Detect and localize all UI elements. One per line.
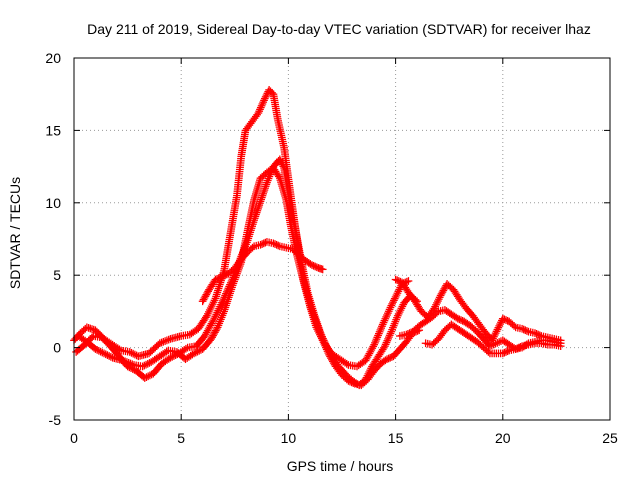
series-1-point-10-3: [149, 345, 158, 353]
x-tick-label-5: 25: [602, 430, 618, 446]
series-4-point-7-4: [242, 249, 251, 258]
series-1-point-4-2: [94, 329, 103, 337]
x-tick-label-0: 0: [70, 430, 78, 446]
series-2-point-2-4: [86, 335, 95, 343]
series-1: [70, 86, 413, 371]
chart-title: Day 211 of 2019, Sidereal Day-to-day VTE…: [87, 21, 591, 37]
plot-frame: [73, 57, 611, 421]
series-2-point-4-3: [102, 337, 111, 346]
grid-layer: [74, 58, 610, 420]
x-tick-label-3: 15: [388, 430, 404, 446]
y-axis-label: SDTVAR / TECUs: [7, 177, 23, 289]
series-layer: [70, 86, 565, 390]
series-1-point-26: [265, 86, 273, 94]
series-1-point-4-1: [93, 327, 101, 336]
y-tick-label-0: -5: [49, 412, 62, 428]
series-1-point-10-5: [152, 342, 161, 351]
y-tick-label-5: 20: [45, 50, 61, 66]
y-tick-label-3: 10: [45, 195, 61, 211]
series-7: [421, 320, 565, 358]
y-tick-label-1: 0: [53, 340, 61, 356]
x-tick-label-2: 10: [281, 430, 297, 446]
x-tick-label-1: 5: [177, 430, 185, 446]
series-2-point-4-4: [103, 339, 112, 348]
series-1-point-26-1: [266, 87, 275, 96]
axis-layer: [73, 57, 611, 421]
x-tick-label-4: 20: [495, 430, 511, 446]
series-4-point-20: [318, 265, 327, 274]
series-1-point-10-2: [148, 346, 156, 355]
x-axis-label: GPS time / hours: [287, 458, 394, 474]
series-7-point-21: [556, 342, 565, 351]
y-tick-label-2: 5: [53, 267, 61, 283]
series-1-point-46: [404, 277, 413, 285]
series-2-point-4-1: [99, 335, 108, 343]
tick-label-layer: 0 5 10 15 20 25 -5 0 5 10 15 20: [45, 50, 618, 446]
series-2-point-4: [98, 333, 106, 342]
series-2-point-2-5: [88, 333, 96, 342]
series-4: [198, 238, 327, 306]
y-tick-label-4: 15: [45, 122, 61, 138]
series-2-point-4-2: [100, 336, 109, 345]
series-1-point-10-4: [151, 343, 160, 352]
series-1-point-4: [91, 326, 100, 335]
